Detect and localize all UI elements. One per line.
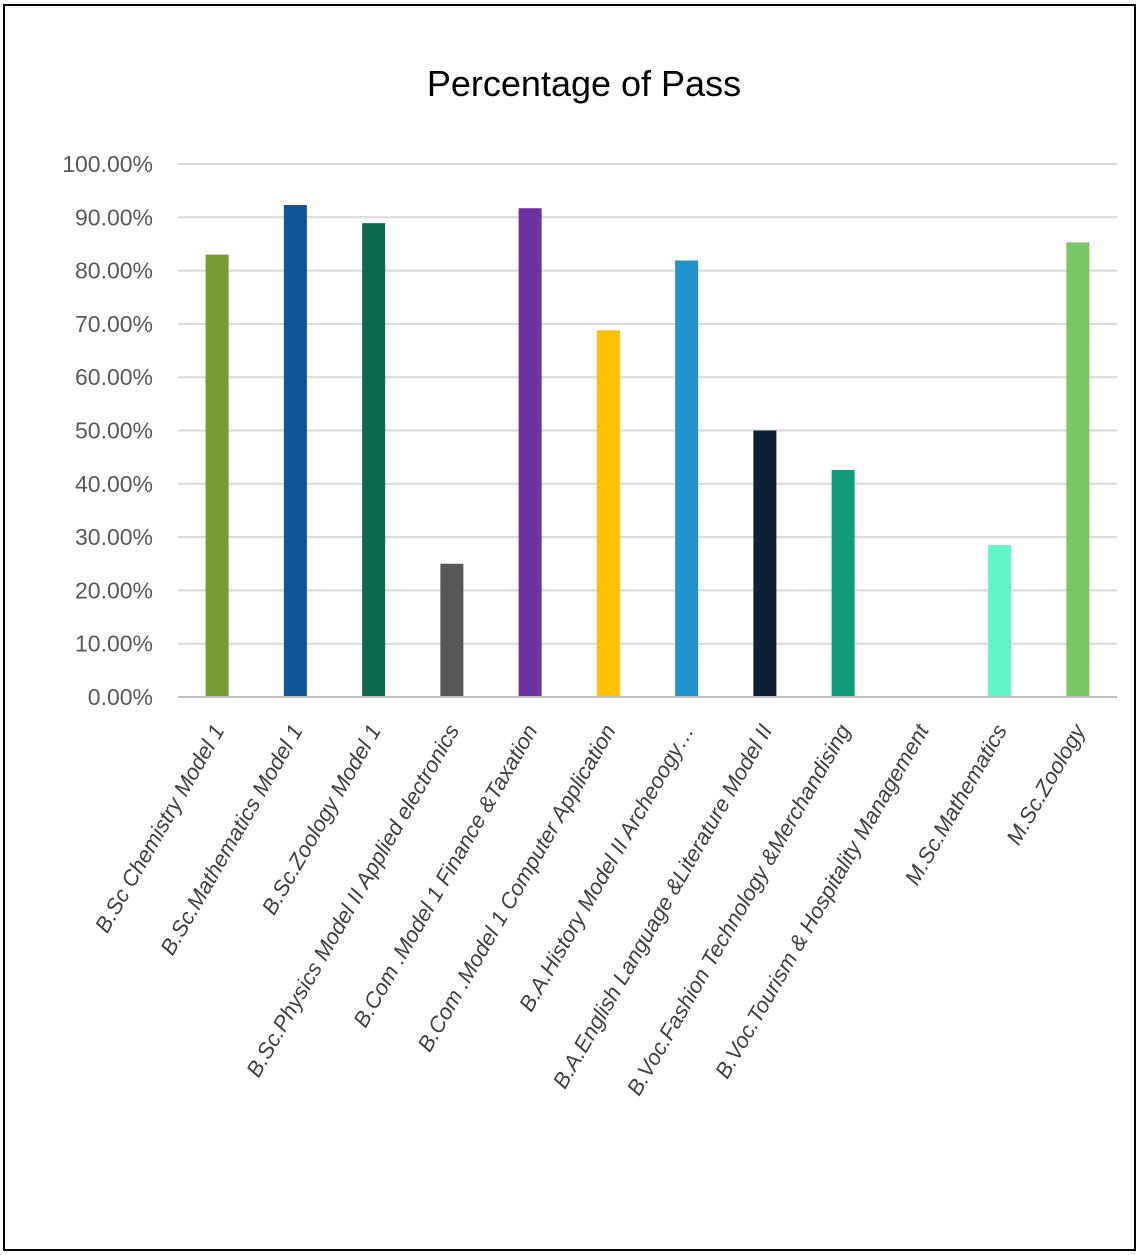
bar	[753, 430, 777, 697]
y-tick-label: 40.00%	[75, 471, 153, 497]
bar	[362, 223, 386, 697]
y-tick-label: 50.00%	[75, 418, 153, 444]
bar	[440, 563, 464, 697]
y-axis-tick-labels: 0.00% 10.00% 20.00% 30.00% 40.00% 50.00% 60.00…	[62, 151, 153, 710]
bar	[518, 208, 542, 697]
chart-title: Percentage of Pass	[427, 63, 741, 104]
y-tick-label: 70.00%	[75, 311, 153, 337]
x-category-label: B.Sc.Mathematics Model 1	[155, 720, 307, 959]
bar	[283, 205, 307, 697]
y-tick-label: 20.00%	[75, 577, 153, 603]
y-tick-label: 60.00%	[75, 364, 153, 390]
x-axis-category-labels: B.Sc Chemistry Model 1B.Sc.Mathematics M…	[90, 718, 1091, 1099]
x-category-label: M.Sc.Zoology	[1001, 718, 1091, 849]
bar	[831, 469, 855, 697]
bar	[988, 545, 1012, 697]
y-tick-label: 0.00%	[88, 684, 153, 710]
bar	[596, 330, 620, 697]
chart-frame	[3, 4, 1136, 1251]
y-tick-label: 100.00%	[62, 151, 153, 177]
bar	[675, 260, 699, 697]
y-tick-label: 90.00%	[75, 204, 153, 230]
gridlines	[178, 163, 1117, 645]
bars	[205, 205, 1090, 698]
x-category-label: B.Sc Chemistry Model 1	[90, 720, 230, 937]
y-tick-label: 30.00%	[75, 524, 153, 550]
y-tick-label: 80.00%	[75, 258, 153, 284]
y-tick-label: 10.00%	[75, 631, 153, 657]
bar	[205, 254, 229, 698]
bar	[1066, 242, 1090, 697]
